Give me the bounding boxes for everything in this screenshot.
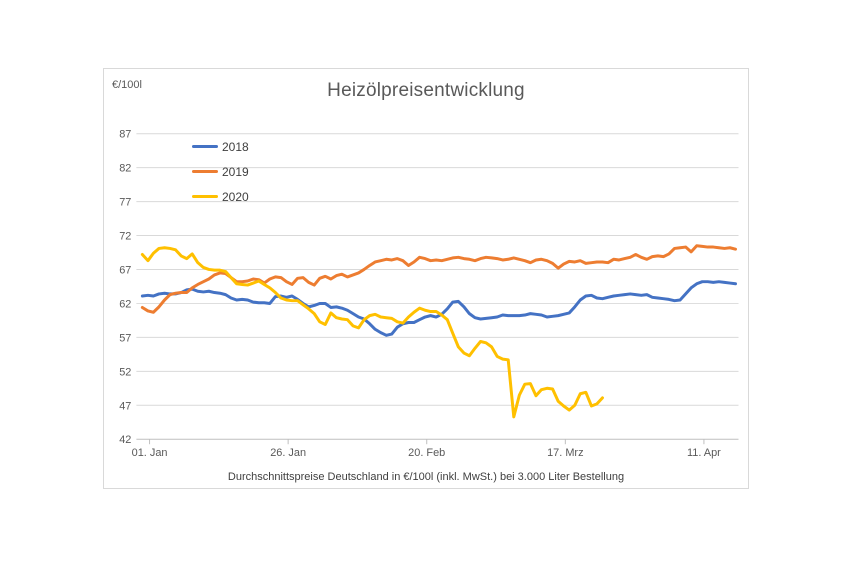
x-axis-labels: 01. Jan 26. Jan 20. Feb 17. Mrz 11. Apr (132, 447, 722, 459)
legend-label-2020: 2020 (222, 189, 249, 204)
y-tick-label-52: 52 (119, 366, 131, 378)
y-axis-unit-label: €/100l (112, 79, 142, 91)
y-axis-labels: 87 82 77 72 67 62 57 52 47 42 (119, 129, 131, 447)
y-tick-label-62: 62 (119, 298, 131, 310)
y-tick-label-42: 42 (119, 434, 131, 446)
x-axis (136, 438, 739, 445)
series-lines (140, 244, 738, 419)
y-tick-label-72: 72 (119, 231, 131, 243)
chart-canvas: 87 82 77 72 67 62 57 52 47 42 01. Jan 26. Jan 20. Fe… (103, 68, 749, 489)
y-tick-label-82: 82 (119, 163, 131, 175)
legend-swatch-2019 (192, 169, 218, 174)
legend: 2018 2019 2020 (192, 134, 249, 209)
y-tick-label-47: 47 (119, 400, 131, 412)
chart-title: Heizölpreisentwicklung (327, 80, 525, 101)
series-line-2020[interactable] (140, 246, 604, 419)
series-line-2018[interactable] (140, 280, 738, 337)
x-tick-label-0: 01. Jan (132, 447, 168, 459)
y-tick-label-87: 87 (119, 129, 131, 141)
y-tick-label-57: 57 (119, 332, 131, 344)
y-tick-label-67: 67 (119, 264, 131, 276)
legend-label-2019: 2019 (222, 164, 249, 179)
y-tick-label-77: 77 (119, 197, 131, 209)
x-tick-label-1: 26. Jan (270, 447, 306, 459)
x-tick-label-4: 11. Apr (687, 447, 721, 459)
legend-label-2018: 2018 (222, 139, 249, 154)
chart-caption: Durchschnittspreise Deutschland in €/100… (227, 471, 625, 483)
x-tick-label-3: 17. Mrz (547, 447, 583, 459)
legend-swatch-2018 (192, 144, 218, 149)
legend-item-2020[interactable]: 2020 (192, 184, 249, 209)
gridlines (136, 133, 739, 406)
series-line-2019[interactable] (140, 244, 738, 314)
legend-item-2019[interactable]: 2019 (192, 159, 249, 184)
legend-item-2018[interactable]: 2018 (192, 134, 249, 159)
legend-swatch-2020 (192, 194, 218, 199)
x-tick-label-2: 20. Feb (408, 447, 445, 459)
